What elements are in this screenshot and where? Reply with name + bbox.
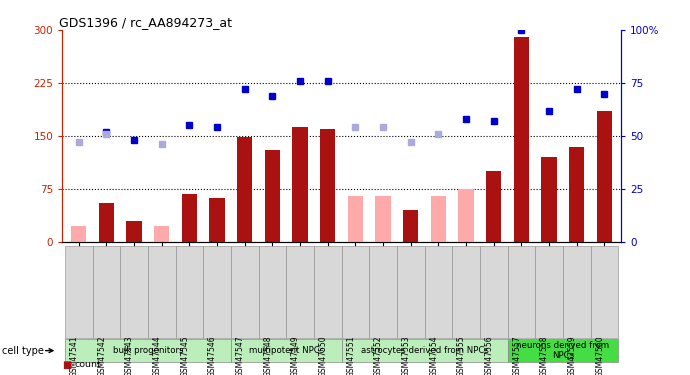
Bar bbox=[542, 157, 557, 242]
Text: neurons derived from
NPCs: neurons derived from NPCs bbox=[516, 341, 609, 360]
Text: GSM47550: GSM47550 bbox=[319, 336, 328, 375]
Text: GSM47545: GSM47545 bbox=[180, 336, 189, 375]
Bar bbox=[597, 111, 612, 242]
Bar bbox=[210, 198, 225, 242]
Text: bulk progenitors: bulk progenitors bbox=[112, 346, 183, 355]
Bar bbox=[486, 171, 502, 242]
Text: GSM47560: GSM47560 bbox=[595, 336, 604, 375]
Bar bbox=[569, 147, 584, 242]
Bar bbox=[71, 226, 86, 242]
Bar bbox=[154, 226, 169, 242]
Bar bbox=[237, 137, 253, 242]
Bar bbox=[99, 203, 114, 242]
Text: GSM47551: GSM47551 bbox=[346, 336, 355, 375]
Text: GDS1396 / rc_AA894273_at: GDS1396 / rc_AA894273_at bbox=[59, 16, 233, 29]
Text: GSM47547: GSM47547 bbox=[236, 336, 245, 375]
Bar bbox=[375, 196, 391, 242]
Bar bbox=[458, 189, 473, 242]
Bar bbox=[348, 196, 363, 242]
Bar bbox=[514, 37, 529, 242]
Text: GSM47559: GSM47559 bbox=[568, 336, 577, 375]
Text: GSM47541: GSM47541 bbox=[70, 336, 79, 375]
Text: GSM47549: GSM47549 bbox=[291, 336, 300, 375]
Text: GSM47558: GSM47558 bbox=[540, 336, 549, 375]
Text: GSM47542: GSM47542 bbox=[97, 336, 106, 375]
Bar bbox=[293, 127, 308, 242]
Text: count: count bbox=[75, 360, 101, 369]
Bar bbox=[403, 210, 418, 242]
Text: GSM47555: GSM47555 bbox=[457, 336, 466, 375]
Text: multipotent NPCs: multipotent NPCs bbox=[248, 346, 324, 355]
Bar bbox=[126, 220, 141, 242]
Text: GSM47557: GSM47557 bbox=[513, 336, 522, 375]
Bar bbox=[265, 150, 280, 242]
Text: GSM47544: GSM47544 bbox=[152, 336, 161, 375]
Text: ■: ■ bbox=[62, 360, 71, 370]
Bar bbox=[431, 196, 446, 242]
Text: cell type: cell type bbox=[2, 346, 44, 355]
Text: astrocytes derived from NPCs: astrocytes derived from NPCs bbox=[361, 346, 489, 355]
Text: GSM47556: GSM47556 bbox=[485, 336, 494, 375]
Text: GSM47554: GSM47554 bbox=[429, 336, 438, 375]
Text: GSM47546: GSM47546 bbox=[208, 336, 217, 375]
Text: GSM47553: GSM47553 bbox=[402, 336, 411, 375]
Text: GSM47543: GSM47543 bbox=[125, 336, 134, 375]
Text: GSM47548: GSM47548 bbox=[264, 336, 273, 375]
Text: GSM47552: GSM47552 bbox=[374, 336, 383, 375]
Bar bbox=[320, 129, 335, 242]
Bar bbox=[181, 194, 197, 242]
